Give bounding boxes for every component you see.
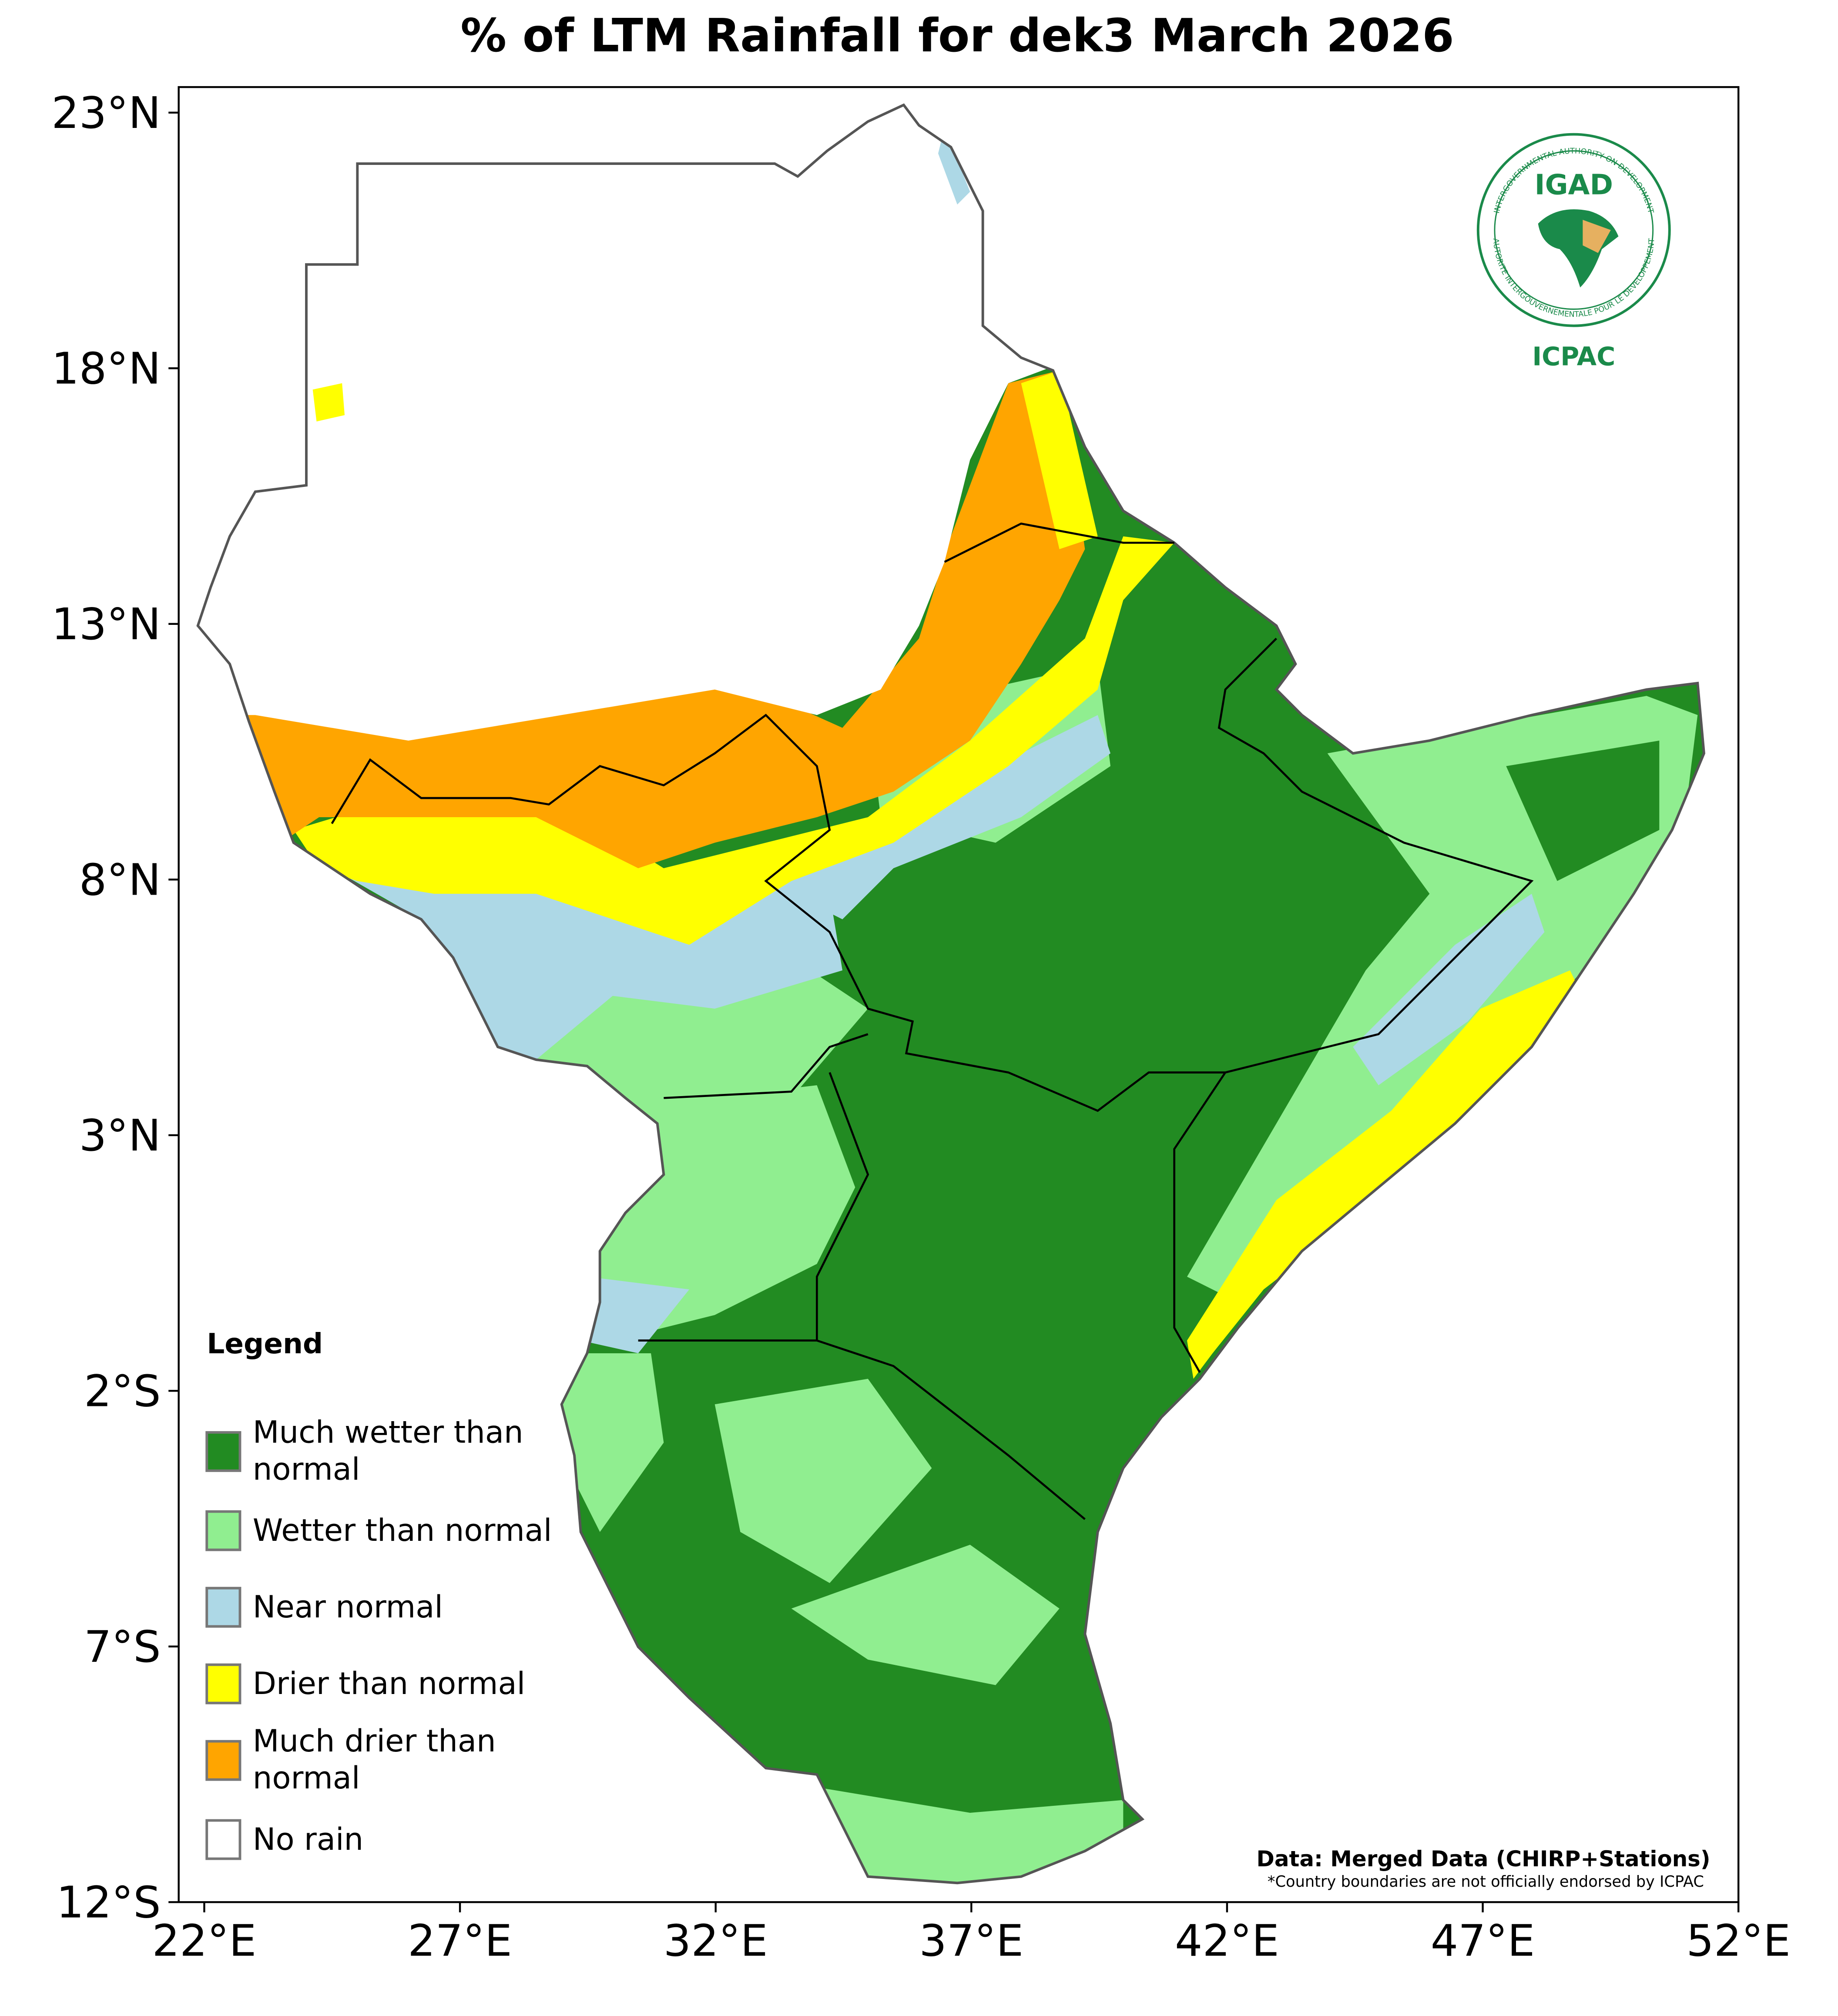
logo-region (1583, 220, 1611, 253)
y-tick-label: 12°S (57, 1877, 161, 1928)
zone-drier (1021, 370, 1098, 549)
legend-label: Drier than normal (252, 1665, 526, 1701)
zone-wetter (791, 1544, 1060, 1685)
y-tick-label: 3°N (79, 1110, 161, 1161)
x-tick-label: 42°E (1175, 1915, 1279, 1966)
data-source: Data: Merged Data (CHIRP+Stations) (1257, 1846, 1711, 1872)
legend-item: No rain (252, 1821, 364, 1857)
zone-much-drier (242, 370, 1085, 869)
legend-label: Much wetter than normal (252, 1414, 523, 1487)
x-tick-label: 47°E (1431, 1915, 1535, 1966)
logo-icpac: ICPAC (1532, 342, 1615, 372)
x-tick-label: 52°E (1686, 1915, 1791, 1966)
zone-wetter (561, 1353, 664, 1532)
zone-near-normal (938, 127, 970, 205)
y-tick-label: 13°N (51, 599, 161, 650)
legend-swatch (205, 1663, 241, 1704)
legend-label: Much drier than normal (252, 1723, 496, 1796)
border (944, 522, 1174, 563)
legend-swatch (205, 1740, 241, 1781)
border (1173, 1072, 1226, 1373)
x-tick-label: 22°E (152, 1915, 257, 1966)
border (664, 1033, 869, 1099)
zone-much-wetter (1506, 740, 1660, 881)
legend-label: No rain (252, 1821, 364, 1857)
disclaimer: *Country boundaries are not officially e… (1268, 1873, 1704, 1891)
map-title: % of LTM Rainfall for dek3 March 2026 (460, 9, 1454, 62)
legend-swatch (205, 1510, 241, 1551)
y-tick-label: 2°S (84, 1366, 161, 1417)
legend: Much wetter than normal Wetter than norma… (205, 1414, 552, 1860)
zone-drier (312, 383, 345, 422)
legend-label: Near normal (252, 1589, 443, 1625)
legend-item: Much wetter than normal (252, 1414, 523, 1487)
zone-near-normal (1353, 893, 1545, 1085)
legend-title: Legend (207, 1328, 323, 1360)
legend-item: Drier than normal (252, 1665, 526, 1701)
logo: INTERGOVERNMENTAL AUTHORITY ON DEVELOPME… (1476, 133, 1671, 372)
x-tick-label: 37°E (919, 1915, 1023, 1966)
zone-wetter (714, 1379, 932, 1583)
y-tick-label: 7°S (84, 1621, 161, 1672)
legend-swatch (205, 1587, 241, 1628)
zone-near-normal (766, 715, 1110, 919)
country-borders (331, 522, 1534, 1520)
border (331, 637, 1534, 1112)
legend-item: Wetter than normal (252, 1512, 552, 1548)
border (638, 1072, 869, 1342)
x-tick-label: 27°E (408, 1915, 512, 1966)
legend-item: Much drier than normal (252, 1723, 496, 1796)
legend-label: Wetter than normal (252, 1512, 552, 1548)
zone-near-normal (580, 1276, 689, 1353)
legend-swatch (205, 1431, 241, 1472)
x-tick-label: 32°E (664, 1915, 768, 1966)
logo-igad: IGAD (1535, 169, 1613, 201)
legend-swatch (205, 1819, 241, 1860)
border (816, 1339, 1086, 1520)
y-tick-label: 18°N (51, 343, 161, 394)
logo-ring (1494, 150, 1654, 310)
zone-wetter (817, 1787, 1124, 1883)
y-tick-label: 8°N (79, 855, 161, 906)
zone-drier (293, 536, 1174, 945)
y-tick-label: 23°N (51, 87, 161, 138)
legend-item: Near normal (252, 1589, 443, 1625)
zone-no-rain (198, 105, 1060, 741)
axes: 22°E 27°E 32°E 37°E 42°E 47°E 52°E 23°N 18°N 13°N… (51, 87, 1791, 1966)
zone-drier (1187, 970, 1583, 1379)
